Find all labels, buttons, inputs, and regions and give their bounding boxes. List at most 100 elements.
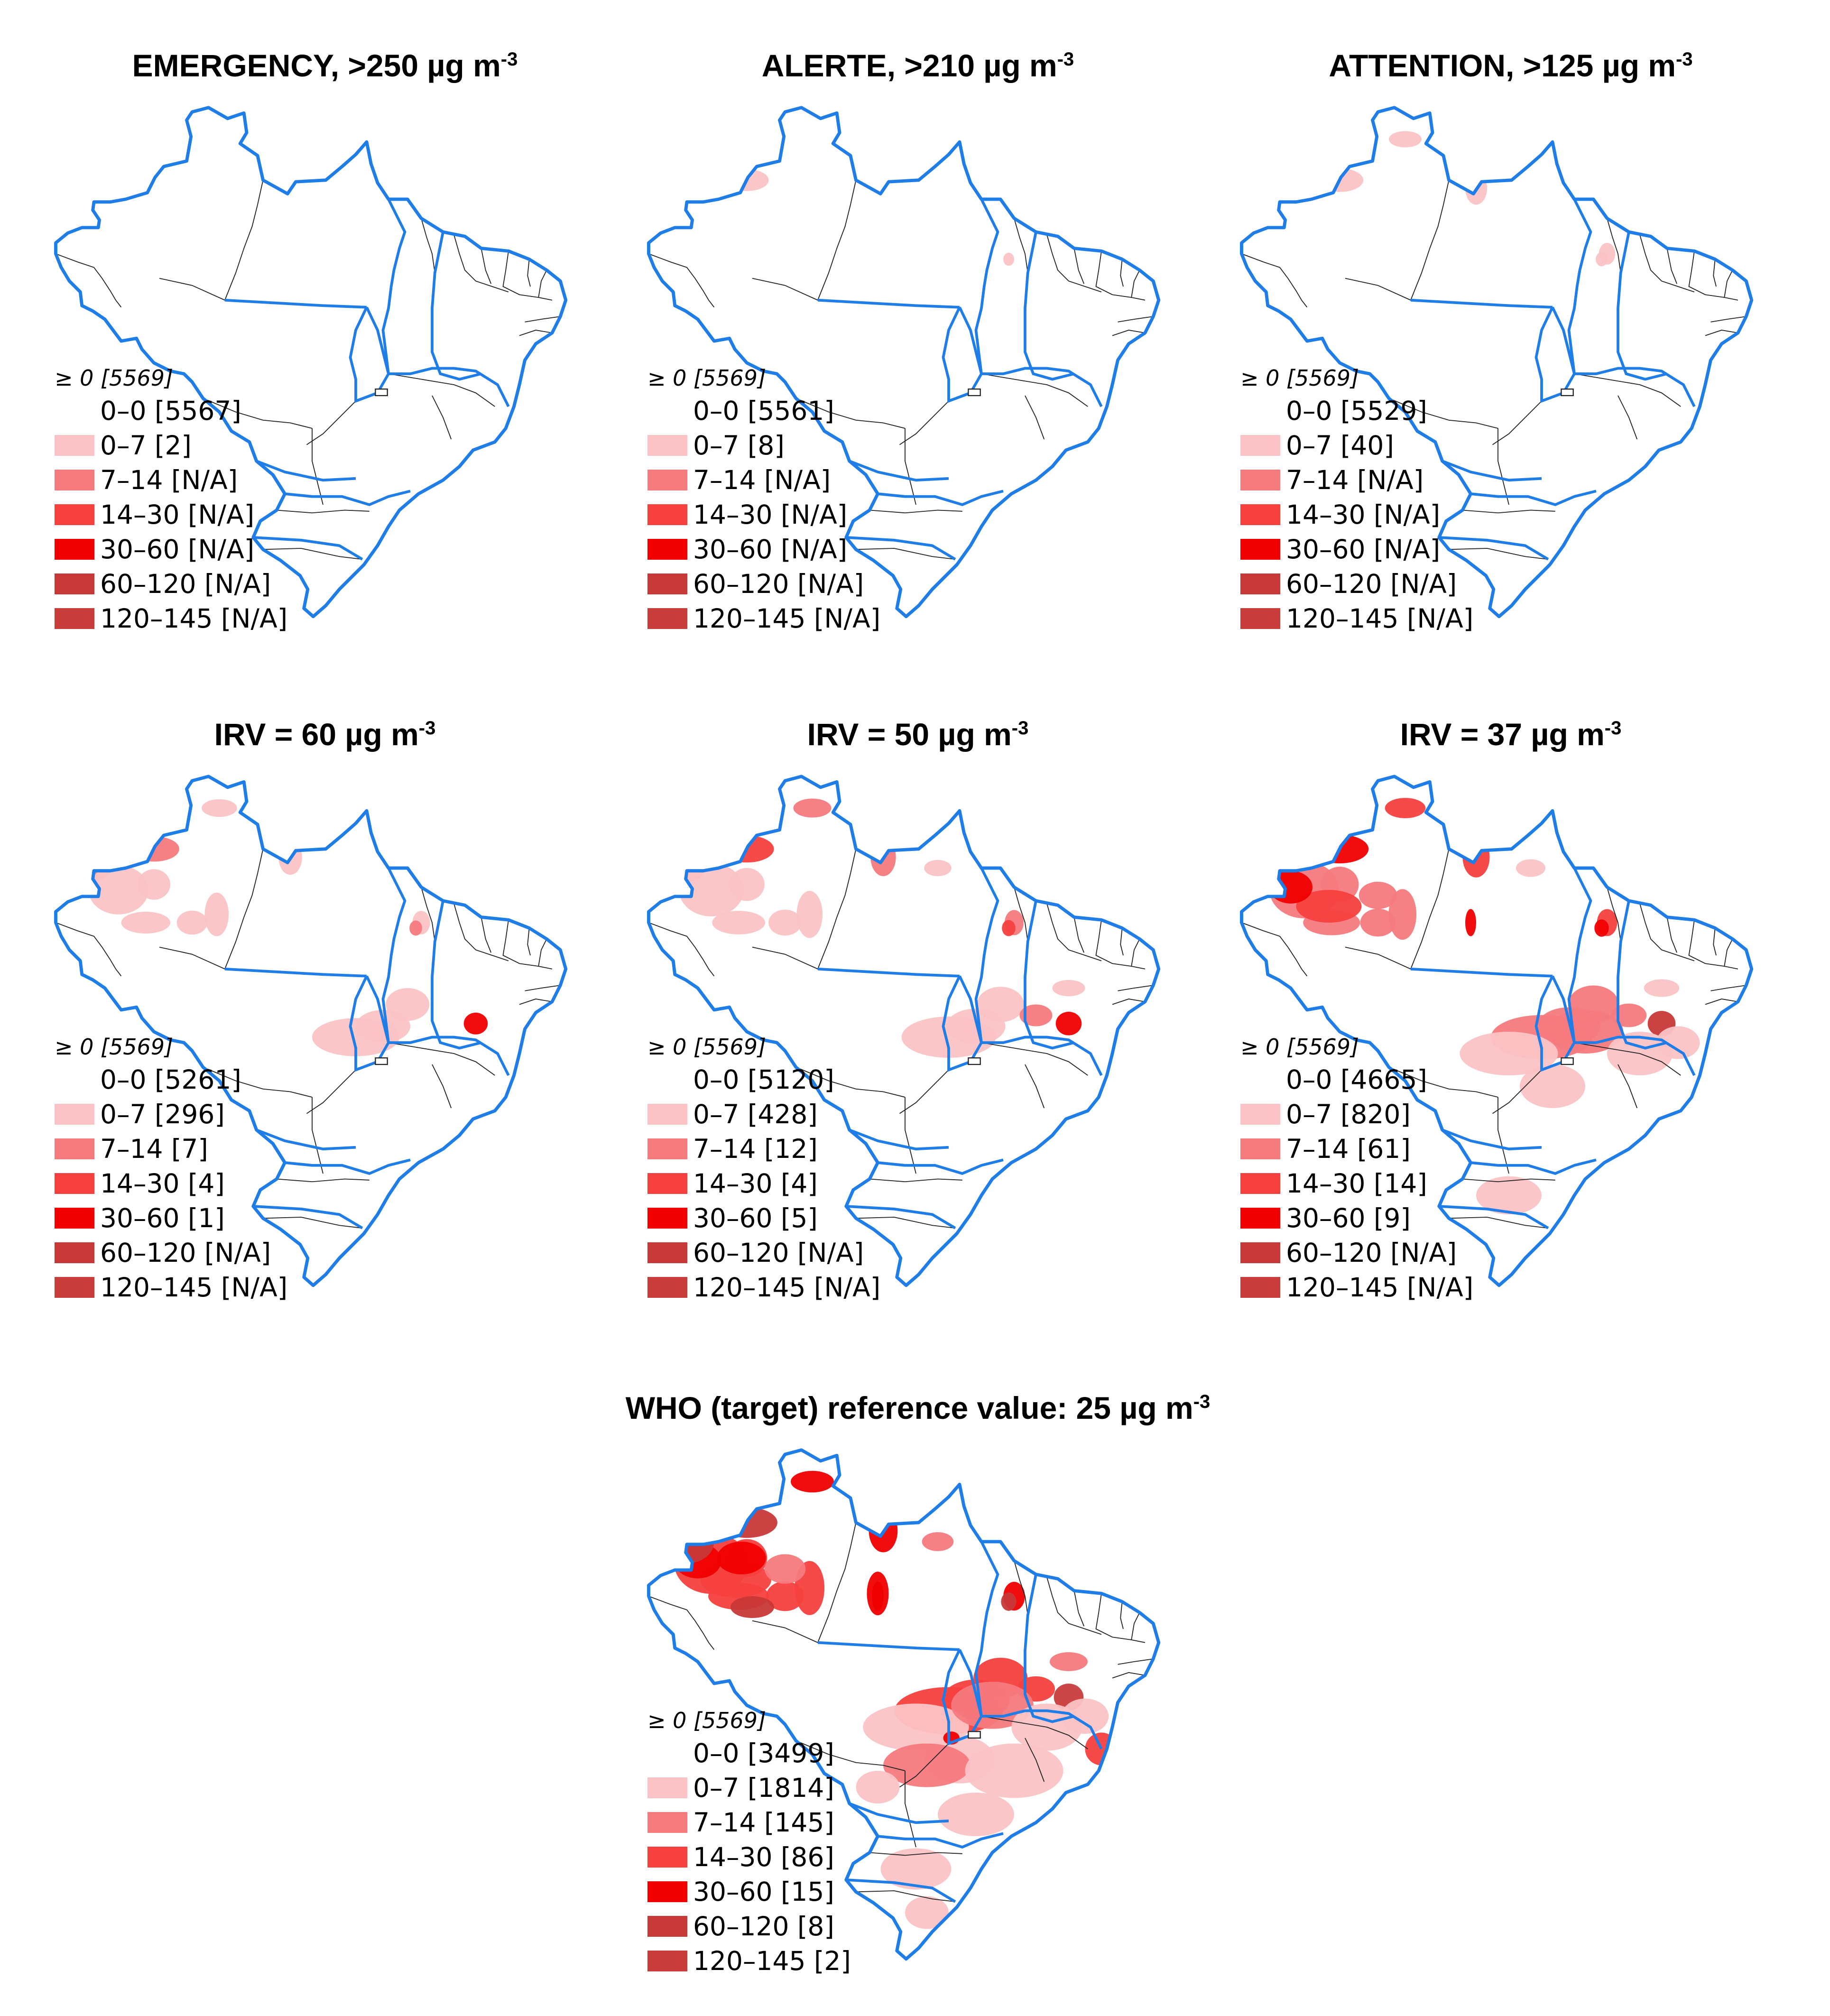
pollution-area bbox=[1547, 1010, 1624, 1054]
legend-item: 14–30 [N/A] bbox=[55, 497, 287, 532]
pollution-area bbox=[1052, 980, 1085, 997]
legend-item: 0–0 [5561] bbox=[647, 393, 880, 428]
municipal-boundary bbox=[306, 1069, 356, 1114]
region-boundary bbox=[253, 536, 363, 561]
panel-title: IRV = 50 µg m-3 bbox=[807, 717, 1029, 752]
pollution-area bbox=[648, 839, 696, 865]
pollution-area bbox=[1644, 979, 1680, 997]
municipal-boundary bbox=[856, 1890, 955, 1902]
pollution-area bbox=[202, 799, 237, 817]
map-panel-irv-60: IRV = 60 µg m-3 ≥ 0 [5569] 0–0 [5261] 0–7 … bbox=[28, 716, 621, 1342]
map-panel-alerte: ALERTE, >210 µg m-3 ≥ 0 [5569] 0–0 [5561]… bbox=[621, 47, 1214, 674]
region-boundary bbox=[1470, 490, 1597, 507]
pollution-area bbox=[1460, 1032, 1558, 1075]
legend-item: 14–30 [4] bbox=[55, 1166, 287, 1201]
legend-item: 0–0 [5120] bbox=[647, 1062, 880, 1097]
country-border bbox=[647, 1448, 1161, 1961]
pollution-area bbox=[1273, 172, 1309, 189]
municipal-boundary bbox=[1025, 395, 1045, 440]
legend-item: 120–145 [2] bbox=[647, 1943, 851, 1978]
region-boundary bbox=[285, 490, 411, 507]
pollution-area bbox=[901, 1017, 996, 1058]
map-panel-irv-37: IRV = 37 µg m-3 ≥ 0 [5569] 0–0 [4665] 0–7 … bbox=[1214, 716, 1807, 1342]
municipal-boundary bbox=[1112, 999, 1146, 1005]
state-boundary bbox=[55, 253, 122, 308]
country-border bbox=[647, 106, 1161, 619]
legend-swatch bbox=[647, 469, 687, 490]
region-boundary bbox=[1567, 198, 1592, 374]
legend-swatch bbox=[55, 1276, 94, 1298]
region-boundary bbox=[849, 1128, 949, 1151]
municipal-boundary bbox=[421, 887, 435, 942]
pollution-area bbox=[717, 1542, 766, 1574]
municipal-boundary bbox=[869, 1852, 962, 1856]
municipal-boundary bbox=[1014, 887, 1028, 942]
municipal-boundary bbox=[1120, 1601, 1124, 1629]
legend-swatch bbox=[1240, 1173, 1280, 1194]
legend-item: 30–60 [15] bbox=[647, 1874, 851, 1909]
pollution-area bbox=[138, 869, 170, 900]
pollution-area bbox=[766, 1581, 804, 1611]
municipal-boundary bbox=[1713, 928, 1717, 956]
pollution-area bbox=[648, 1511, 700, 1540]
municipal-boundary bbox=[795, 398, 906, 429]
legend-label: 60–120 [N/A] bbox=[693, 1237, 864, 1268]
municipal-boundary bbox=[905, 1097, 916, 1174]
legend-item: 120–145 [N/A] bbox=[1240, 601, 1473, 636]
region-boundary bbox=[381, 867, 407, 1043]
region-boundary bbox=[431, 231, 482, 381]
legend-item: 60–120 [N/A] bbox=[647, 566, 880, 601]
legend-label: 7–14 [61] bbox=[1286, 1133, 1411, 1164]
legend-swatch bbox=[647, 1915, 687, 1937]
legend-label: 0–0 [3499] bbox=[693, 1738, 834, 1768]
pollution-area bbox=[675, 1512, 721, 1534]
municipal-boundary bbox=[453, 234, 509, 293]
municipal-boundary bbox=[1617, 1064, 1638, 1109]
legend-label: 60–120 [N/A] bbox=[100, 568, 271, 599]
region-boundary bbox=[981, 367, 1103, 407]
pollution-area bbox=[729, 868, 765, 901]
region-boundary bbox=[817, 1641, 960, 1651]
brazil-map bbox=[647, 106, 1161, 619]
legend-item: 7–14 [12] bbox=[647, 1131, 880, 1166]
pollution-area bbox=[121, 912, 170, 934]
pollution-area bbox=[312, 1018, 399, 1056]
region-boundary bbox=[1470, 1158, 1597, 1175]
region-boundary bbox=[1617, 900, 1668, 1050]
legend-swatch bbox=[1240, 400, 1280, 421]
municipal-boundary bbox=[1705, 330, 1738, 336]
region-boundary bbox=[974, 198, 999, 374]
map-panel-emergency: EMERGENCY, >250 µg m-3 ≥ 0 [5569] 0–0 [55… bbox=[28, 47, 621, 674]
legend-item: 60–120 [8] bbox=[647, 1909, 851, 1943]
pollution-area bbox=[1360, 908, 1396, 937]
region-boundary bbox=[981, 1709, 1103, 1750]
municipal-boundary bbox=[203, 1066, 313, 1098]
municipal-boundary bbox=[1345, 277, 1411, 301]
municipal-boundary bbox=[1617, 395, 1638, 440]
map-panel-who: WHO (target) reference value: 25 µg m-3 … bbox=[621, 1390, 1214, 2016]
region-boundary bbox=[253, 1205, 363, 1230]
region-boundary bbox=[1024, 231, 1075, 381]
region-boundary bbox=[942, 1649, 983, 1746]
legend-item: 0–0 [4665] bbox=[1240, 1062, 1473, 1097]
municipal-boundary bbox=[527, 259, 531, 287]
pollution-area bbox=[1359, 881, 1397, 909]
federal-district bbox=[1561, 1057, 1574, 1065]
legend-header: ≥ 0 [5569] bbox=[647, 1034, 767, 1060]
municipal-boundary bbox=[1112, 1672, 1146, 1679]
pollution-area bbox=[1241, 821, 1252, 833]
legend-item: 7–14 [61] bbox=[1240, 1131, 1473, 1166]
state-boundary bbox=[648, 922, 715, 977]
federal-district bbox=[968, 1057, 981, 1065]
legend-item: 0–7 [820] bbox=[1240, 1097, 1473, 1131]
municipal-boundary bbox=[224, 849, 264, 970]
pollution-area bbox=[922, 1532, 954, 1552]
municipal-boundary bbox=[203, 398, 313, 429]
pollution-area bbox=[679, 863, 744, 916]
municipal-boundary bbox=[1574, 1042, 1681, 1076]
region-boundary bbox=[224, 298, 367, 309]
region-boundary bbox=[878, 1832, 1004, 1849]
municipal-boundary bbox=[899, 1069, 949, 1114]
region-boundary bbox=[846, 1205, 956, 1230]
municipal-boundary bbox=[1046, 903, 1102, 962]
